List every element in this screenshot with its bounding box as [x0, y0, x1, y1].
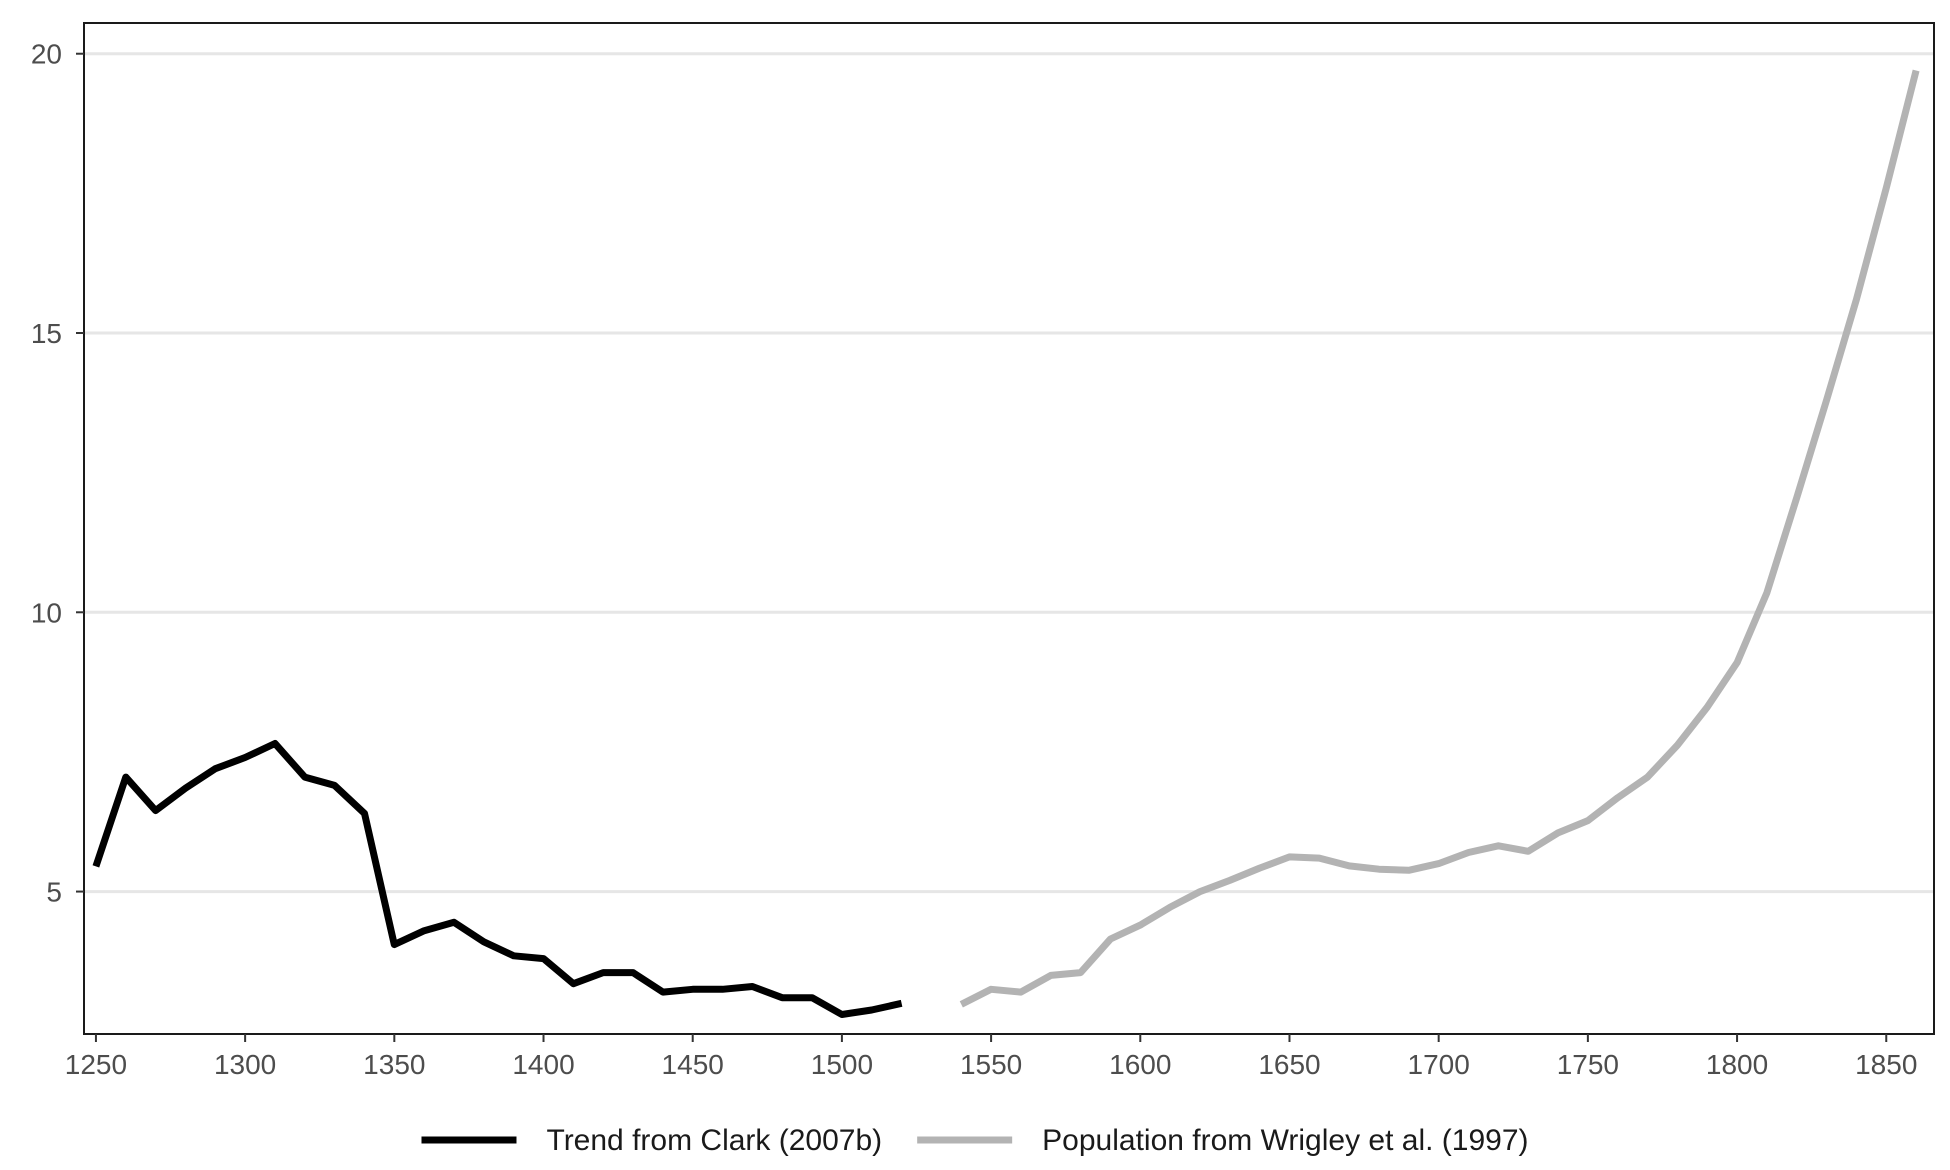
x-tick-label: 1600: [1109, 1049, 1171, 1080]
x-tick-label: 1750: [1557, 1049, 1619, 1080]
series-line-2: [959, 69, 1920, 1008]
y-axis: 5 10 15 20: [31, 39, 84, 908]
x-tick-label: 1700: [1408, 1049, 1470, 1080]
x-tick-label: 1400: [512, 1049, 574, 1080]
y-tick-label: 10: [31, 597, 62, 628]
series-layer: [92, 69, 1920, 1018]
x-tick-label: 1250: [65, 1049, 127, 1080]
x-tick-label: 1550: [960, 1049, 1022, 1080]
y-tick-label: 20: [31, 39, 62, 70]
x-tick-label: 1350: [363, 1049, 425, 1080]
legend: Trend from Clark (2007b) Population from …: [421, 1124, 1529, 1157]
x-tick-label: 1500: [811, 1049, 873, 1080]
legend-label-2: Population from Wrigley et al. (1997): [1042, 1124, 1528, 1157]
grid-layer: [84, 52, 1934, 894]
x-tick-label: 1800: [1706, 1049, 1768, 1080]
x-axis: 1250 1300 1350 1400 1450 1500 1550 1600 1650 1700…: [65, 1034, 1917, 1080]
x-tick-label: 1650: [1258, 1049, 1320, 1080]
series-line-1: [92, 740, 903, 1018]
legend-label-1: Trend from Clark (2007b): [546, 1124, 882, 1157]
y-tick-label: 5: [46, 877, 62, 908]
plot-panel-border: [83, 22, 1935, 1035]
x-tick-label: 1450: [662, 1049, 724, 1080]
x-tick-label: 1850: [1855, 1049, 1917, 1080]
y-tick-label: 15: [31, 318, 62, 349]
x-tick-label: 1300: [214, 1049, 276, 1080]
